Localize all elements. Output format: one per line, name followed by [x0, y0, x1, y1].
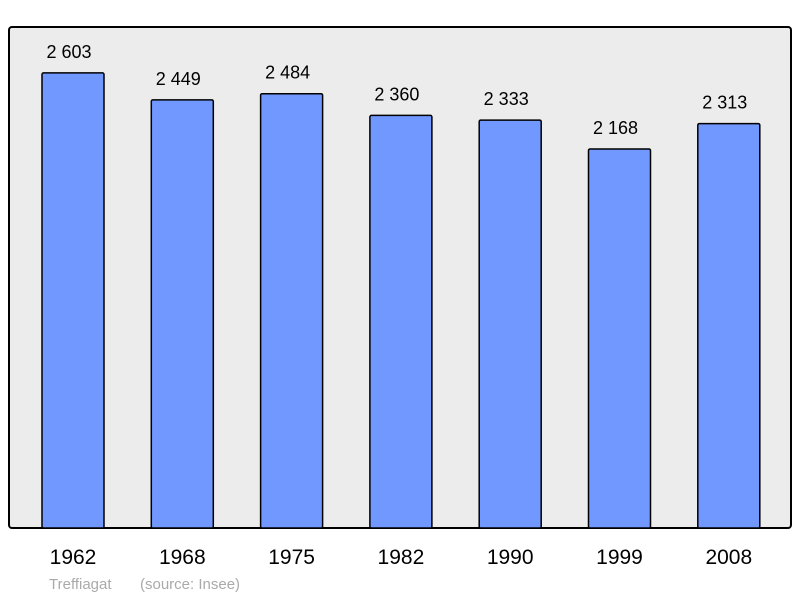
footer-source: (source: Insee)	[140, 576, 240, 593]
data-label-1968: 2 449	[156, 69, 201, 89]
x-tick-1975: 1975	[268, 546, 315, 569]
bar-1990	[478, 119, 542, 529]
data-label-1990: 2 333	[484, 89, 529, 109]
bar-1999	[587, 148, 652, 529]
data-label-1975: 2 484	[265, 63, 310, 83]
data-label-2008: 2 313	[702, 93, 747, 113]
x-tick-1962: 1962	[50, 546, 97, 569]
bar-1968	[150, 99, 215, 529]
footer-place: Treffiagat	[49, 576, 112, 593]
data-label-1962: 2 603	[46, 42, 91, 62]
x-tick-1990: 1990	[487, 546, 534, 569]
x-tick-1999: 1999	[596, 546, 643, 569]
bar-1982	[369, 114, 433, 529]
data-label-1982: 2 360	[374, 84, 419, 104]
x-tick-2008: 2008	[705, 546, 752, 569]
bar-1962	[41, 72, 105, 529]
data-label-1999: 2 168	[593, 118, 638, 138]
x-tick-1982: 1982	[378, 546, 425, 569]
bar-1975	[259, 92, 324, 529]
bar-2008	[697, 122, 761, 529]
x-tick-1968: 1968	[159, 546, 206, 569]
